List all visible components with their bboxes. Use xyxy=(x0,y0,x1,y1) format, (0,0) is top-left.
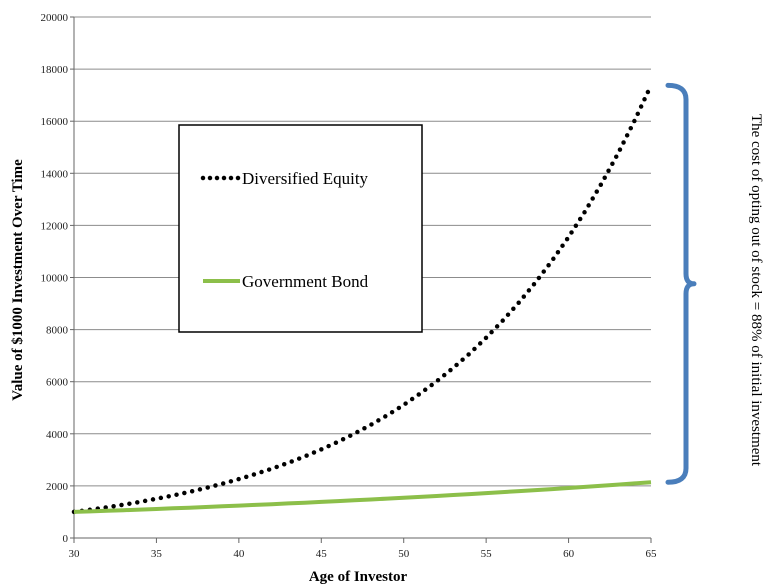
x-tick-label: 55 xyxy=(481,548,493,560)
legend-label-diversified-equity: Diversified Equity xyxy=(242,169,369,188)
x-tick-labels: 30 35 40 45 50 55 60 65 xyxy=(69,538,658,560)
y-tick-label: 20000 xyxy=(41,12,69,24)
x-tick-label: 65 xyxy=(646,548,658,560)
x-tick-label: 60 xyxy=(563,548,575,560)
x-tick-label: 40 xyxy=(233,548,245,560)
x-tick-label: 50 xyxy=(398,548,410,560)
y-tick-labels: 0 2000 4000 6000 8000 10000 12000 14000 16000 180… xyxy=(41,12,74,545)
y-tick-label: 14000 xyxy=(41,168,69,180)
difference-brace xyxy=(665,82,697,485)
y-tick-label: 12000 xyxy=(41,220,69,232)
legend-box xyxy=(178,124,423,333)
legend: Diversified Equity Government Bond xyxy=(178,124,423,333)
x-tick-label: 45 xyxy=(316,548,328,560)
y-tick-label: 4000 xyxy=(46,429,69,441)
y-tick-label: 2000 xyxy=(46,481,69,493)
y-axis-title: Value of $1000 Investment Over Time xyxy=(10,159,26,401)
x-tick-label: 35 xyxy=(151,548,163,560)
series-line-diversified-equity xyxy=(71,83,654,515)
y-tick-label: 8000 xyxy=(46,325,69,337)
y-tick-label: 18000 xyxy=(41,64,69,76)
y-tick-label: 10000 xyxy=(41,273,69,285)
series-lines xyxy=(71,83,654,515)
y-tick-label: 16000 xyxy=(41,116,69,128)
legend-label-government-bond: Government Bond xyxy=(242,272,369,291)
x-tick-label: 30 xyxy=(69,548,81,560)
y-tick-label: 0 xyxy=(63,533,69,545)
series-line-government-bond xyxy=(73,480,652,514)
y-tick-label: 6000 xyxy=(46,377,69,389)
x-axis-title: Age of Investor xyxy=(309,569,408,585)
cost-annotation: The cost of opting out of stock = 88% of… xyxy=(748,114,764,467)
